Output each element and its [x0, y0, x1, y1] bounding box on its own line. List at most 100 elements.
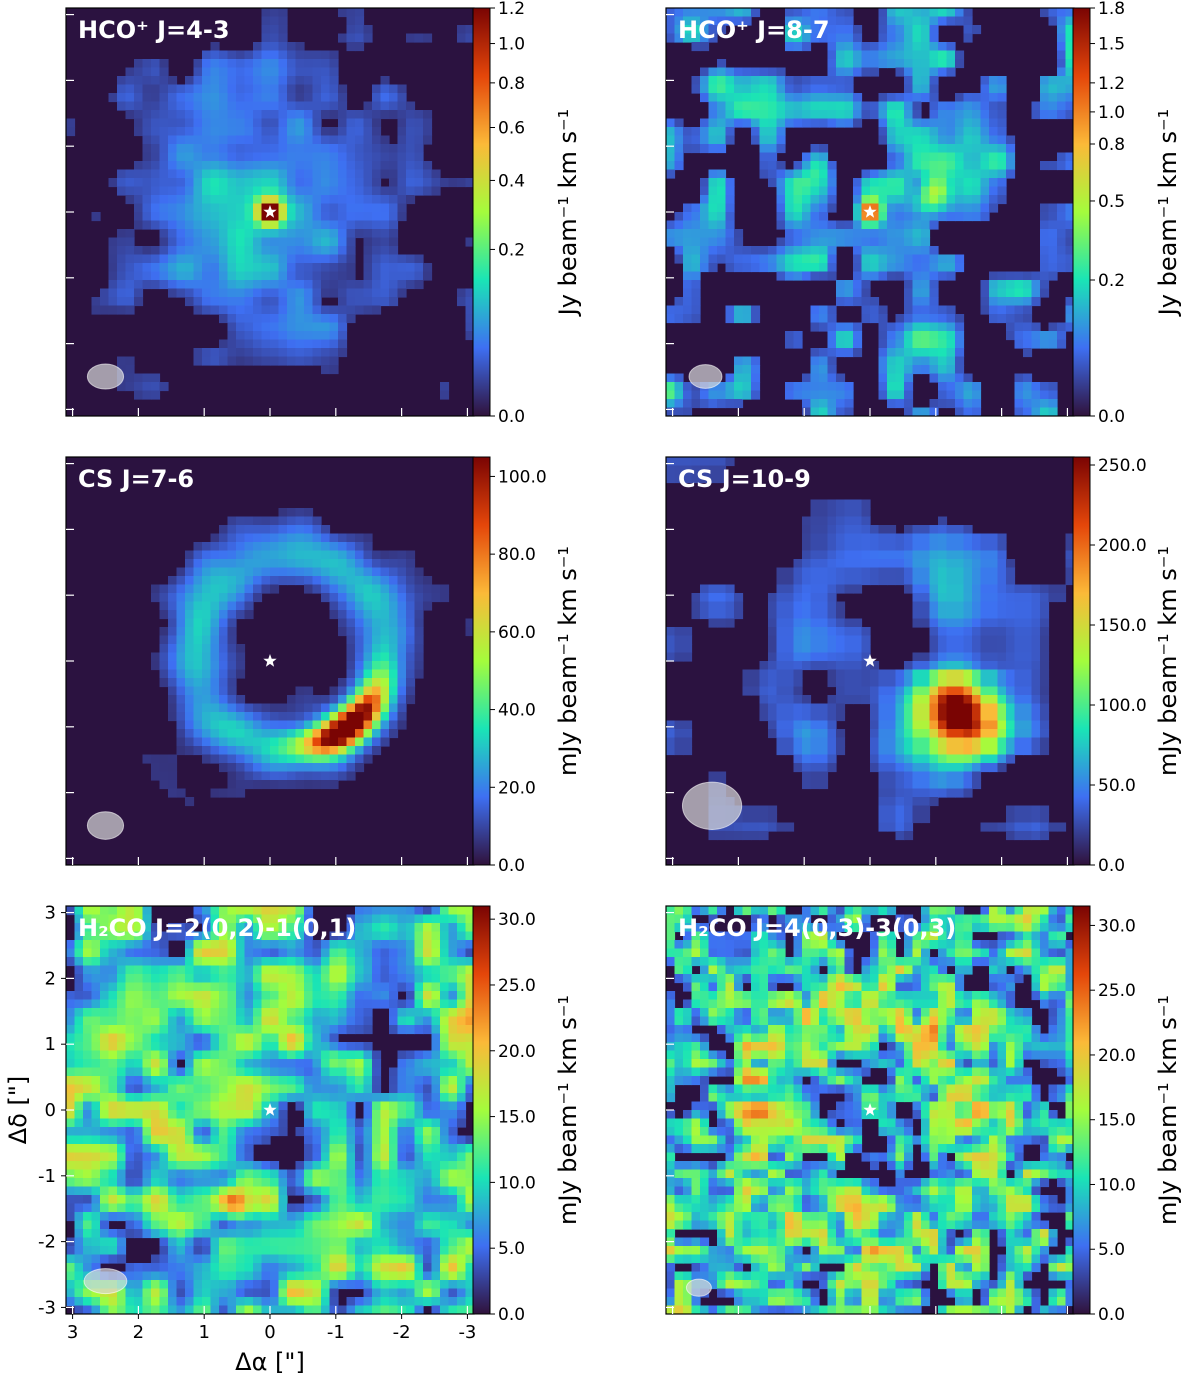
heatmap-cell: [980, 110, 990, 120]
heatmap-cell: [802, 169, 812, 179]
heatmap-cell: [810, 703, 820, 713]
heatmap-cell: [151, 1093, 161, 1103]
heatmap-cell: [708, 229, 718, 239]
heatmap-cell: [946, 365, 956, 375]
heatmap-cell: [253, 516, 263, 526]
heatmap-cell: [1023, 271, 1033, 281]
heatmap-cell: [108, 254, 118, 264]
heatmap-cell: [819, 8, 829, 18]
heatmap-cell: [861, 533, 871, 543]
heatmap-cell: [74, 1271, 84, 1281]
heatmap-cell: [414, 254, 424, 264]
heatmap-cell: [236, 305, 246, 315]
heatmap-cell: [768, 805, 778, 815]
heatmap-cell: [878, 373, 888, 383]
heatmap-cell: [776, 720, 786, 730]
heatmap-cell: [372, 127, 382, 137]
heatmap-cell: [363, 652, 373, 662]
heatmap-cell: [134, 1220, 144, 1230]
heatmap-cell: [117, 1076, 127, 1086]
heatmap-cell: [802, 737, 812, 747]
heatmap-cell: [1023, 703, 1033, 713]
heatmap-cell: [989, 533, 999, 543]
heatmap-cell: [827, 737, 837, 747]
heatmap-cell: [295, 135, 305, 145]
heatmap-cell: [895, 271, 905, 281]
heatmap-cell: [836, 686, 846, 696]
heatmap-cell: [921, 67, 931, 77]
heatmap-cell: [717, 16, 727, 26]
heatmap-cell: [414, 652, 424, 662]
heatmap-cell: [202, 712, 212, 722]
heatmap-cell: [946, 567, 956, 577]
heatmap-cell: [253, 703, 263, 713]
heatmap-cell: [904, 686, 914, 696]
heatmap-cell: [83, 1263, 93, 1273]
heatmap-cell: [363, 686, 373, 696]
heatmap-cell: [287, 118, 297, 128]
heatmap-cell: [168, 999, 178, 1009]
heatmap-cell: [1057, 101, 1067, 111]
heatmap-cell: [802, 567, 812, 577]
heatmap-cell: [108, 923, 118, 933]
heatmap-cell: [329, 576, 339, 586]
heatmap-cell: [108, 1093, 118, 1103]
heatmap-cell: [734, 593, 744, 603]
heatmap-cell: [159, 957, 169, 967]
heatmap-cell: [372, 661, 382, 671]
heatmap-cell: [887, 110, 897, 120]
heatmap-cell: [125, 914, 135, 924]
heatmap-cell: [100, 965, 110, 975]
heatmap-cell: [91, 1305, 101, 1314]
heatmap-cell: [912, 550, 922, 560]
heatmap-cell: [878, 797, 888, 807]
heatmap-cell: [142, 1050, 152, 1060]
heatmap-cell: [1040, 407, 1050, 416]
heatmap-cell: [168, 84, 178, 94]
heatmap-cell: [176, 635, 186, 645]
heatmap-cell: [912, 729, 922, 739]
heatmap-cell: [878, 195, 888, 205]
heatmap-cell: [955, 322, 965, 332]
heatmap-cell: [193, 84, 203, 94]
heatmap-cell: [100, 923, 110, 933]
heatmap-cell: [955, 618, 965, 628]
heatmap-cell: [759, 169, 769, 179]
heatmap-cell: [785, 618, 795, 628]
heatmap-cell: [674, 314, 684, 324]
heatmap-cell: [363, 271, 373, 281]
heatmap-cell: [725, 254, 735, 264]
heatmap-cell: [287, 195, 297, 205]
heatmap-cell: [955, 254, 965, 264]
heatmap-cell: [100, 931, 110, 941]
heatmap-cell: [989, 76, 999, 86]
heatmap-cell: [134, 1186, 144, 1196]
heatmap-cell: [997, 533, 1007, 543]
heatmap-cell: [751, 314, 761, 324]
heatmap-cell: [785, 627, 795, 637]
heatmap-cell: [768, 152, 778, 162]
heatmap-cell: [921, 356, 931, 366]
heatmap-cell: [159, 1220, 169, 1230]
heatmap-cell: [168, 1076, 178, 1086]
heatmap-cell: [176, 1067, 186, 1077]
heatmap-cell: [1023, 822, 1033, 832]
heatmap-cell: [287, 567, 297, 577]
heatmap-cell: [751, 135, 761, 145]
heatmap-cell: [946, 67, 956, 77]
heatmap-cell: [329, 127, 339, 137]
heatmap-cell: [793, 339, 803, 349]
heatmap-cell: [338, 152, 348, 162]
heatmap-cell: [125, 101, 135, 111]
heatmap-cell: [836, 42, 846, 52]
heatmap-cell: [955, 678, 965, 688]
heatmap-cell: [83, 1203, 93, 1213]
heatmap-cell: [751, 831, 761, 841]
heatmap-cell: [768, 593, 778, 603]
heatmap-cell: [895, 212, 905, 222]
heatmap-cell: [972, 559, 982, 569]
heatmap-cell: [244, 754, 254, 764]
heatmap-cell: [176, 593, 186, 603]
heatmap-cell: [287, 516, 297, 526]
heatmap-cell: [338, 246, 348, 256]
